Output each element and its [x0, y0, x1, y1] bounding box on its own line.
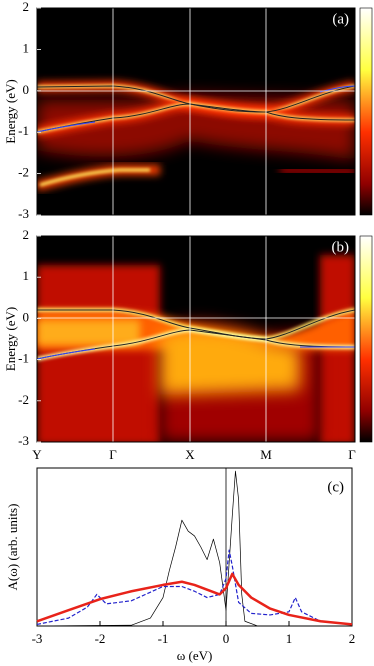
y-tick-label: -2 [18, 165, 29, 180]
colorbar [359, 235, 373, 443]
x-tick-label: Γ [109, 447, 117, 462]
y-tick-label: 0 [23, 82, 30, 97]
series-line [36, 572, 353, 626]
x-tick-label: -3 [32, 631, 43, 646]
y-tick-label: -3 [18, 433, 29, 448]
y-axis-label: A(ω) (arb. units) [5, 504, 20, 591]
panel-label: (b) [332, 239, 350, 255]
x-tick-label: X [185, 447, 195, 462]
y-tick-label: 2 [23, 0, 30, 14]
frame-a [36, 7, 356, 216]
y-tick-label: 1 [23, 268, 30, 283]
y-tick-label: 0 [23, 309, 30, 324]
frame-b [36, 235, 356, 443]
heatmap-a [37, 8, 355, 215]
frame-c [36, 467, 353, 627]
series-line [36, 549, 353, 626]
x-tick-label: 1 [286, 631, 293, 646]
x-axis-label: ω (eV) [177, 648, 213, 663]
panel-label: (c) [327, 479, 344, 495]
y-tick-label: 2 [23, 227, 30, 242]
heatmap-b [37, 236, 355, 442]
y-tick-label: -2 [18, 392, 29, 407]
x-tick-label: 0 [223, 631, 230, 646]
x-tick-label: -2 [95, 631, 106, 646]
y-tick-label: 1 [23, 40, 30, 55]
x-tick-label: M [260, 447, 272, 462]
x-tick-label: 2 [349, 631, 356, 646]
y-tick-label: -1 [18, 351, 29, 366]
series-line [36, 470, 352, 627]
y-axis-label: Energy (eV) [3, 307, 18, 371]
y-tick-label: -3 [18, 206, 29, 221]
panel-label: (a) [332, 11, 349, 27]
colorbar [359, 7, 373, 216]
y-tick-label: -1 [18, 123, 29, 138]
y-axis-label: Energy (eV) [3, 79, 18, 143]
x-tick-label: -1 [158, 631, 169, 646]
x-tick-label: Γ [348, 447, 356, 462]
x-tick-label: Y [32, 447, 42, 462]
